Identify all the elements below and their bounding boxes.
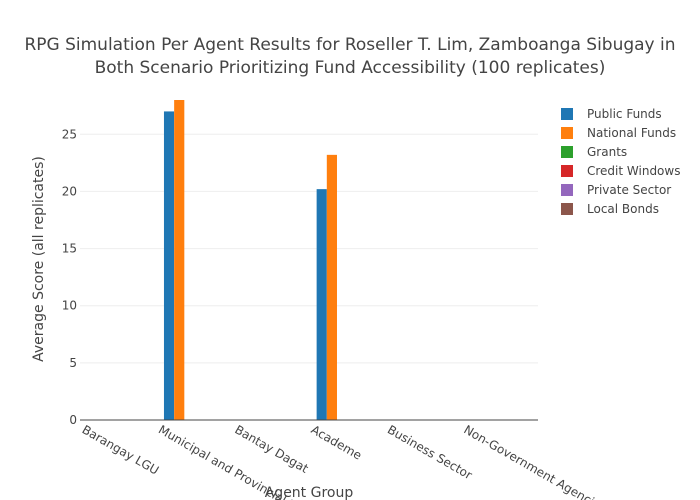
y-tick-labels: 0 5 10 15 20 25: [62, 127, 77, 427]
legend-label: Public Funds: [587, 107, 662, 121]
bar: [174, 100, 185, 420]
y-tick-label: 15: [62, 242, 77, 256]
bars: [163, 100, 337, 420]
x-tick-label: Non-Government Agencies: [461, 422, 608, 500]
y-tick-label: 10: [62, 299, 77, 313]
x-tick-label: Barangay LGU: [80, 422, 162, 477]
y-axis-title: Average Score (all replicates): [31, 156, 47, 362]
y-tick-label: 20: [62, 184, 77, 198]
legend-label: Private Sector: [587, 183, 671, 197]
x-tick-label: Academe: [309, 422, 365, 462]
legend-swatch: [561, 146, 573, 158]
x-tick-label: Business Sector: [385, 422, 475, 482]
legend-swatch: [561, 127, 573, 139]
legend-swatch: [561, 165, 573, 177]
gridlines: [80, 133, 538, 364]
bar: [316, 189, 327, 420]
y-tick-label: 5: [69, 356, 77, 370]
y-tick-label: 0: [69, 413, 77, 427]
legend-label: Grants: [587, 145, 627, 159]
legend-label: National Funds: [587, 126, 676, 140]
legend-swatch: [561, 203, 573, 215]
legend-label: Local Bonds: [587, 202, 659, 216]
bar: [163, 111, 175, 420]
legend: Public Funds National Funds Grants Credit W…: [561, 107, 680, 216]
legend-swatch: [561, 108, 573, 120]
chart-title-line-1: RPG Simulation Per Agent Results for Ros…: [24, 35, 675, 55]
bar: [326, 154, 337, 420]
legend-swatch: [561, 184, 573, 196]
x-tick-label: Bantay Dagat: [232, 422, 311, 475]
legend-label: Credit Windows: [587, 164, 680, 178]
chart-title-line-2: Both Scenario Prioritizing Fund Accessib…: [95, 58, 606, 78]
x-axis-title: Agent Group: [265, 485, 354, 500]
y-tick-label: 25: [62, 127, 77, 141]
